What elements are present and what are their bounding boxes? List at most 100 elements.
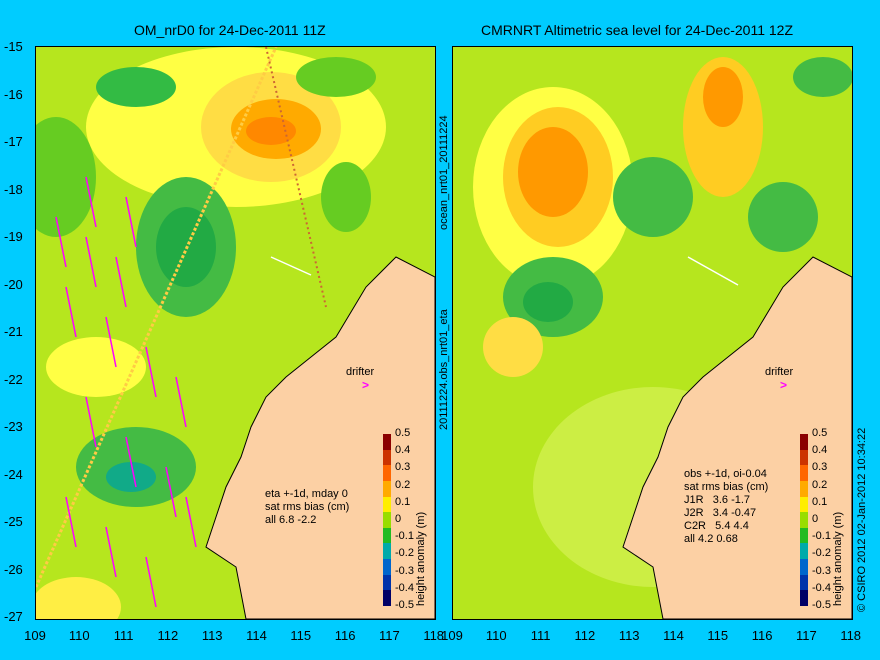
drifter-label-left: drifter [346, 366, 375, 378]
note-line: eta +-1d, mday 0 [265, 488, 348, 500]
y-tick-label: -24 [4, 466, 23, 482]
y-tick-label: -17 [4, 134, 23, 149]
y-tick-label: -23 [4, 419, 23, 434]
left-notes: eta +-1d, mday 0 sat rms bias (cm) all 6.8… [265, 488, 349, 527]
note-line: obs +-1d, oi-0.04 [684, 468, 767, 480]
colorbar-tick-label: -0.1 [812, 530, 831, 543]
colorbar-tick-label: 0.2 [395, 478, 411, 491]
note-line: J1R 3.6 -1.7 [684, 494, 751, 506]
y-tick-label: -20 [4, 276, 23, 292]
colorbar-segment [383, 559, 391, 575]
colorbar-segment [800, 512, 808, 528]
colorbar-segment [800, 559, 808, 575]
colorbar-segment [383, 512, 391, 528]
x-tick-label: 110 [485, 628, 507, 643]
colorbar-segment [800, 543, 808, 560]
note-line: sat rms bias (cm) [684, 481, 769, 493]
colorbar-title: height anomaly (m) [832, 511, 844, 606]
colorbar-segment [383, 496, 391, 513]
y-tick-label: -26 [4, 561, 23, 577]
x-tick-label: 115 [707, 628, 729, 643]
drifter-label-right: drifter [765, 366, 794, 378]
x-tick-label: 109 [441, 628, 463, 643]
colorbar-segment [800, 449, 808, 466]
left-side-label: 20111224.obs_nrt01_eta [438, 309, 450, 430]
right-side-label: ocean_nrt01_20111224 [438, 115, 450, 230]
colorbar-segment [383, 574, 391, 591]
colorbar-tick-label: 0.2 [812, 478, 828, 491]
right-map-panel [452, 46, 853, 620]
colorbar-segment [383, 449, 391, 466]
y-tick-label: -18 [4, 181, 23, 197]
note-line: sat rms bias (cm) [265, 501, 350, 513]
x-tick-label: 118 [423, 628, 445, 643]
colorbar-segment [800, 527, 808, 544]
y-tick-label: -19 [4, 229, 23, 244]
note-line: J2R 3.4 -0.47 [684, 507, 757, 519]
colorbar-segment [800, 465, 808, 481]
colorbar-tick-label: -0.2 [395, 547, 414, 560]
x-tick-label: 114 [663, 628, 684, 643]
colorbar-tick-label: -0.1 [395, 530, 414, 543]
colorbar-tick-label: -0.5 [395, 599, 414, 611]
drifter-arrow-left: > [362, 378, 370, 392]
colorbar-tick-label: -0.2 [812, 547, 831, 560]
note-line: all 4.2 0.68 [684, 533, 738, 545]
x-tick-label: 113 [201, 628, 223, 643]
note-line: all 6.8 -2.2 [265, 514, 317, 526]
x-tick-label: 117 [379, 628, 400, 643]
x-tick-label: 116 [751, 628, 773, 643]
colorbar-tick-label: 0 [812, 513, 819, 525]
y-tick-label: -21 [4, 324, 23, 339]
colorbar-segment [800, 590, 808, 606]
x-tick-label: 115 [290, 628, 312, 643]
colorbar-segment [383, 590, 391, 606]
colorbar-tick-label: 0.5 [812, 427, 828, 439]
colorbar-tick-label: 0.3 [395, 461, 411, 474]
drifter-arrow-right: > [780, 378, 788, 392]
colorbar-segment [800, 574, 808, 591]
colorbar-tick-label: 0.3 [812, 461, 828, 474]
y-tick-label: -25 [4, 514, 23, 529]
left-map-title: OM_nrD0 for 24-Dec-2011 11Z [134, 22, 326, 38]
colorbar-segment [800, 480, 808, 497]
colorbar-segment [800, 434, 808, 450]
right-map-title: CMRNRT Altimetric sea level for 24-Dec-2… [481, 22, 793, 38]
colorbar-tick-label: 0 [395, 513, 402, 525]
colorbar-segment [383, 465, 391, 481]
left-sea-level-map [36, 47, 435, 619]
colorbar-tick-label: 0.1 [812, 495, 828, 508]
x-tick-label: 113 [618, 628, 640, 643]
colorbar-tick-label: -0.5 [812, 599, 831, 611]
colorbar-tick-label: -0.3 [395, 564, 414, 577]
y-tick-label: -16 [4, 86, 23, 102]
x-tick-label: 118 [840, 628, 862, 643]
x-tick-label: 116 [334, 628, 356, 643]
x-tick-label: 109 [24, 628, 46, 643]
colorbar-title: height anomaly (m) [415, 511, 427, 606]
y-tick-label: -22 [4, 371, 23, 387]
colorbar-tick-label: -0.4 [812, 581, 831, 594]
y-tick-label: -27 [4, 609, 23, 624]
x-tick-label: 112 [157, 628, 179, 643]
colorbar-tick-label: 0.5 [395, 427, 411, 439]
x-tick-label: 111 [530, 628, 551, 643]
colorbar-tick-label: -0.4 [395, 581, 414, 594]
colorbar-segment [383, 543, 391, 560]
x-tick-label: 110 [68, 628, 90, 643]
x-tick-label: 117 [796, 628, 817, 643]
left-map-panel [35, 46, 436, 620]
x-tick-label: 112 [574, 628, 596, 643]
x-tick-label: 111 [113, 628, 134, 643]
colorbar-segment [800, 496, 808, 513]
colorbar-segment [383, 480, 391, 497]
colorbar-tick-label: 0.1 [395, 495, 411, 508]
colorbar-tick-label: 0.4 [812, 444, 828, 457]
right-sea-level-map [453, 47, 852, 619]
colorbar-segment [383, 434, 391, 450]
colorbar-tick-label: 0.4 [395, 444, 411, 457]
y-tick-label: -15 [4, 39, 23, 54]
colorbar-segment [383, 527, 391, 544]
note-line: C2R 5.4 4.4 [684, 520, 749, 532]
x-tick-label: 114 [246, 628, 267, 643]
